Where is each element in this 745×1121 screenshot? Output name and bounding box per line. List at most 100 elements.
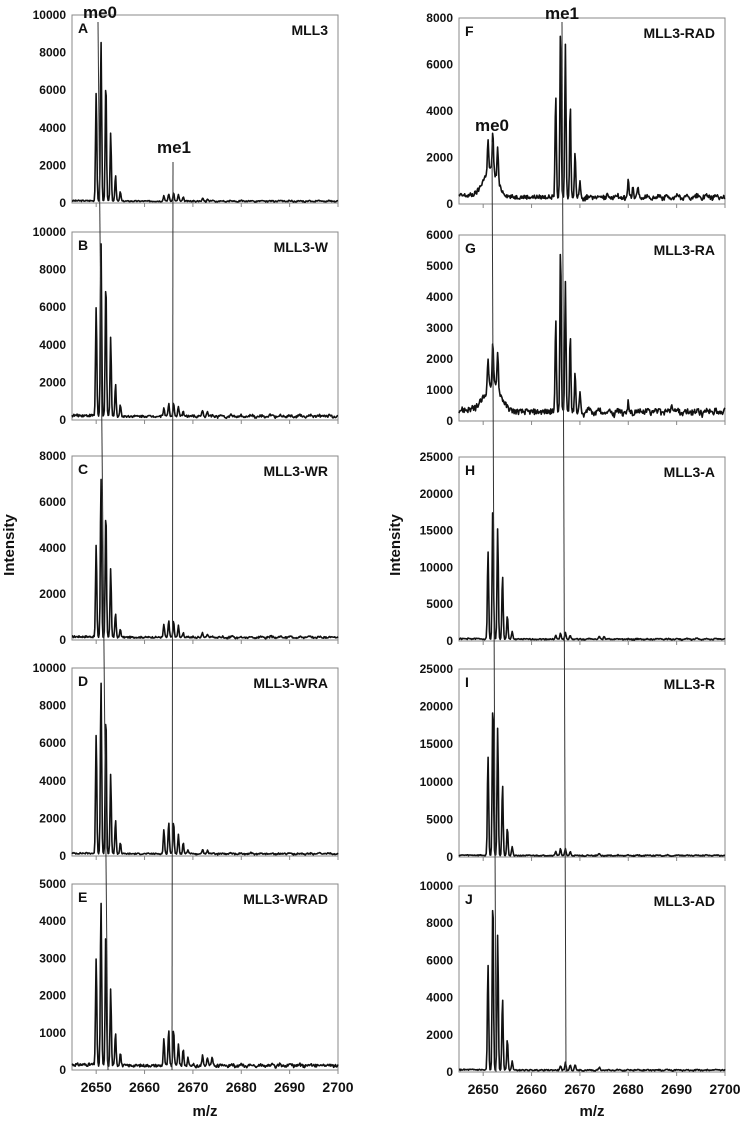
panel-c: 0 2000 4000 6000 8000 C MLL3-WR — [39, 449, 339, 647]
y-tick-label: 0 — [446, 414, 453, 428]
plot-frame — [71, 667, 339, 857]
y-tick-label: 6000 — [39, 300, 66, 314]
plot-frame — [458, 17, 726, 205]
y-tick-label: 20000 — [420, 700, 454, 714]
y-tick-label: 0 — [446, 1065, 453, 1079]
x-tick-label: 2680 — [226, 1079, 257, 1095]
spectrum-trace — [458, 909, 726, 1072]
y-tick-label: 25000 — [420, 450, 454, 464]
y-tick-label: 6000 — [426, 58, 453, 72]
me0-guide-line-right — [491, 141, 497, 1073]
y-tick-label: 1000 — [426, 383, 453, 397]
y-tick-label: 2000 — [426, 151, 453, 165]
y-tick-label: 8000 — [426, 11, 453, 25]
y-tick-label: 0 — [59, 196, 66, 210]
panel-e: 0 1000 2000 3000 4000 5000 2650 2660 2670 2680 269… — [39, 877, 353, 1095]
panel-letter: F — [465, 23, 474, 39]
spectrum-trace — [458, 512, 726, 642]
y-tick-label: 8000 — [39, 449, 66, 463]
y-tick-label: 0 — [446, 850, 453, 864]
me1-label-top-right: me1 — [545, 4, 579, 23]
y-tick-label: 4000 — [39, 121, 66, 135]
plot-frame — [458, 234, 726, 422]
y-tick-label: 4000 — [426, 991, 453, 1005]
annotation-overlay: me0 me1 me0 me1 — [83, 3, 579, 1073]
y-tick-label: 10000 — [33, 661, 67, 675]
x-tick-label: 2650 — [81, 1079, 112, 1095]
panel-title: MLL3-WR — [263, 463, 328, 479]
y-tick-label: 4000 — [39, 338, 66, 352]
spectrum-trace — [458, 712, 726, 858]
y-tick-label: 2000 — [39, 811, 66, 825]
panel-letter: B — [78, 237, 88, 253]
x-tick-label: 2700 — [709, 1081, 740, 1097]
y-tick-label: 25000 — [420, 662, 454, 676]
x-tick-label: 2660 — [516, 1081, 547, 1097]
panel-f: 0 2000 4000 6000 8000 F MLL3-RAD — [426, 11, 726, 211]
x-tick-label: 2680 — [613, 1081, 644, 1097]
y-tick-label: 2000 — [39, 158, 66, 172]
y-tick-label: 2000 — [39, 587, 66, 601]
y-tick-label: 2000 — [39, 989, 66, 1003]
me1-label-right-panel-a: me1 — [157, 138, 191, 157]
panel-title: MLL3 — [291, 22, 328, 38]
plot-frame — [71, 455, 339, 641]
y-tick-label: 10000 — [33, 225, 67, 239]
me0-label-right: me0 — [475, 116, 509, 135]
me0-guide-line-left — [97, 21, 109, 1071]
y-tick-label: 6000 — [426, 953, 453, 967]
me1-guide-line-right — [561, 21, 567, 1073]
panel-letter: G — [465, 240, 476, 256]
spectrum-trace — [71, 902, 339, 1069]
y-tick-label: 8000 — [39, 46, 66, 60]
x-tick-label: 2690 — [661, 1081, 692, 1097]
y-tick-label: 5000 — [39, 877, 66, 891]
panel-h: 0 5000 10000 15000 20000 25000 H MLL3-A — [420, 450, 726, 648]
x-axis-label-right: m/z — [579, 1103, 604, 1120]
panel-d: 0 2000 4000 6000 8000 10000 D MLL3-WRA — [33, 661, 339, 863]
panel-b: 0 2000 4000 6000 8000 10000 B MLL3-W — [33, 225, 339, 427]
x-tick-label: 2690 — [274, 1079, 305, 1095]
x-tick-label: 2700 — [322, 1079, 353, 1095]
panel-g: 0 1000 2000 3000 4000 5000 6000 G MLL3-RA — [426, 228, 726, 428]
panel-a: 0 2000 4000 6000 8000 10000 A MLL3 — [33, 8, 339, 210]
plot-frame — [71, 231, 339, 421]
panel-letter: A — [78, 20, 88, 36]
plot-frame — [71, 14, 339, 204]
plot-frame — [458, 456, 726, 642]
plot-frame — [458, 885, 726, 1073]
y-tick-label: 6000 — [39, 83, 66, 97]
y-tick-label: 10000 — [420, 560, 454, 574]
y-tick-label: 6000 — [426, 228, 453, 242]
y-tick-label: 15000 — [420, 737, 454, 751]
y-tick-label: 10000 — [420, 775, 454, 789]
y-tick-label: 0 — [59, 1063, 66, 1077]
panel-title: MLL3-R — [664, 676, 715, 692]
spectrum-trace — [71, 478, 339, 640]
y-tick-label: 8000 — [426, 916, 453, 930]
x-tick-label: 2650 — [468, 1081, 499, 1097]
y-tick-label: 6000 — [39, 736, 66, 750]
panel-title: MLL3-W — [274, 239, 329, 255]
y-tick-label: 4000 — [426, 290, 453, 304]
panel-title: MLL3-RAD — [643, 25, 715, 41]
y-tick-label: 1000 — [39, 1026, 66, 1040]
panel-title: MLL3-AD — [654, 893, 715, 909]
spectrum-trace — [71, 682, 339, 856]
spectrum-trace — [458, 253, 726, 419]
panel-title: MLL3-RA — [654, 242, 715, 258]
y-tick-label: 0 — [446, 197, 453, 211]
y-tick-label: 0 — [59, 633, 66, 647]
plot-frame — [71, 883, 339, 1071]
y-tick-label: 4000 — [39, 914, 66, 928]
y-axis-label-right: Intensity — [387, 514, 404, 576]
y-tick-label: 0 — [59, 413, 66, 427]
panel-letter: C — [78, 461, 88, 477]
y-tick-label: 3000 — [426, 321, 453, 335]
y-tick-label: 4000 — [426, 104, 453, 118]
y-tick-label: 20000 — [420, 487, 454, 501]
y-tick-label: 4000 — [39, 774, 66, 788]
panel-i: 0 5000 10000 15000 20000 25000 I MLL3-R — [420, 662, 726, 864]
